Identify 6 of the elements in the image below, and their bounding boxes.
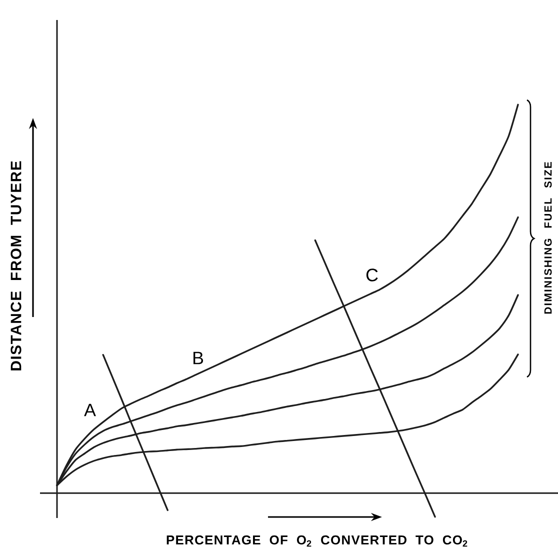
annotation: C (366, 268, 378, 282)
annotation: A (84, 404, 96, 416)
text: DIMINISHING FUEL SIZE (544, 162, 552, 314)
annotation: B (193, 352, 204, 364)
y-axis-title: DISTANCE FROM TUYERE (10, 161, 22, 370)
x-axis-title: PERCENTAGE OF O$_{2}$ CONVERTED TO CO$_{2}$ (166, 535, 468, 547)
